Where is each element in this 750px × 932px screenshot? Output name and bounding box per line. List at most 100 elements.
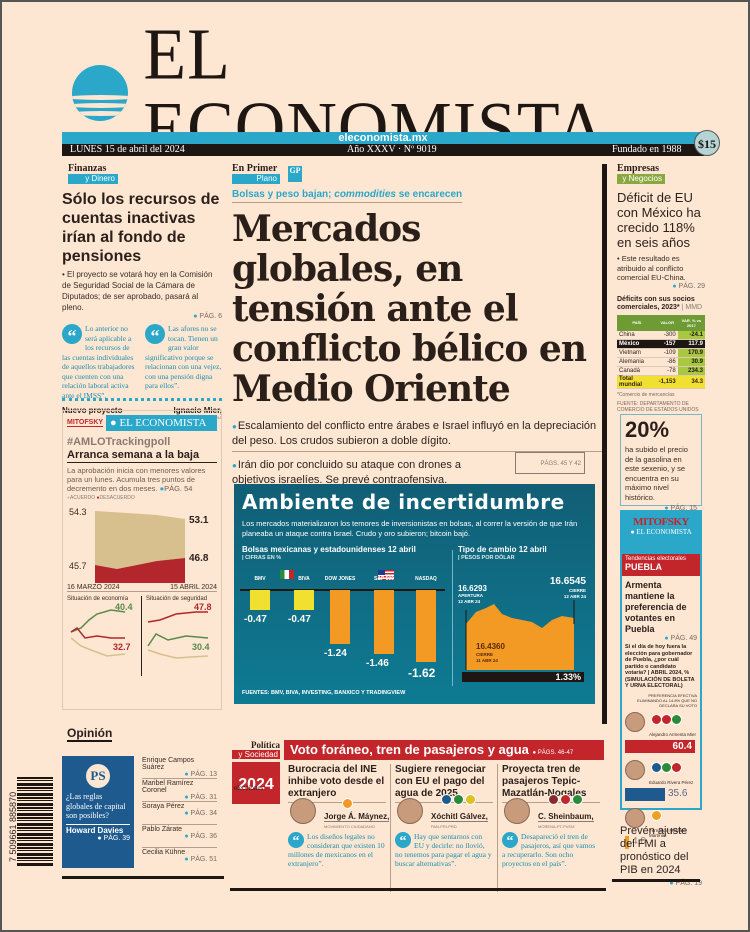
story-headline[interactable]: Déficit de EU con México ha crecido 118%… bbox=[617, 190, 701, 250]
page-ref: PÁG. 6 bbox=[62, 313, 222, 320]
finanzas-story: Finanzas y Dinero Sólo los recursos de c… bbox=[62, 164, 222, 420]
featured-opinion[interactable]: PS ¿Las reglas globales de capital son p… bbox=[62, 756, 134, 868]
fx-title: Tipo de cambio 12 abril bbox=[458, 545, 547, 554]
story-headline[interactable]: Prevén ajuste del FMI a pronóstico del P… bbox=[620, 825, 689, 876]
bar-sp500 bbox=[374, 590, 394, 654]
table-row: Canadá -78 234.3 bbox=[617, 366, 705, 376]
stock-bar-chart: BMV BIVA DOW JONES S&P 500 NASDAQ -0.47 … bbox=[240, 570, 450, 684]
bar-nasdaq bbox=[416, 590, 436, 662]
fx-area-chart: 16.6293 APERTURA 12 ABR 24 16.6545 CIERR… bbox=[458, 576, 586, 682]
table-row: México -157 117.9 bbox=[617, 339, 705, 349]
poll-desc: La aprobación inicia con menores valores… bbox=[67, 466, 206, 493]
fx-subtitle: | PESOS POR DÓLAR bbox=[458, 555, 515, 561]
poll-question: Si el día de hoy fuera la elección para … bbox=[625, 644, 695, 689]
poll-title[interactable]: Arranca semana a la baja bbox=[67, 449, 217, 463]
candidate-name: Xóchitl Gálvez, bbox=[431, 812, 488, 822]
svg-text:46.8: 46.8 bbox=[189, 553, 209, 564]
candidate-name: Jorge Á. Máynez, bbox=[324, 812, 390, 822]
party-logo-icon bbox=[560, 794, 571, 805]
story-kicker: Bolsas y peso bajan; commodities se enca… bbox=[232, 189, 463, 203]
issue-date: LUNES 15 de abril del 2024 bbox=[70, 144, 185, 155]
puebla-poll: MITOFSKY ● EL ECONOMISTA Tendencias elec… bbox=[620, 510, 702, 849]
mitofsky-logo: MITOFSKY bbox=[633, 516, 689, 528]
economy-line-chart: Situación de economía 40.4 32.7 bbox=[67, 596, 142, 676]
infographic-desc: Los mercados materializaron los temores … bbox=[242, 519, 578, 538]
page-ref-box: PÁGS. 45 Y 42 bbox=[515, 452, 585, 474]
column-rule bbox=[602, 164, 607, 724]
usa-flag-icon bbox=[378, 570, 394, 580]
elections-2024-badge: elecciones 2024 bbox=[232, 762, 280, 804]
candidate-name: C. Sheinbaum, bbox=[538, 812, 594, 822]
story-deck: • Este resultado es atribuido al conflic… bbox=[617, 254, 686, 282]
approval-area-chart: 54.3 45.7 53.1 46.8 bbox=[67, 503, 217, 583]
table-note: *Comercio de mercancías bbox=[617, 392, 675, 398]
bullet: Irán dio por concluido su ataque con dro… bbox=[232, 458, 502, 490]
candidate-value: 4.0 bbox=[632, 835, 646, 847]
story-headline[interactable]: Burocracia del INE inhibe voto desde el … bbox=[288, 764, 386, 803]
svg-text:40.4: 40.4 bbox=[115, 602, 133, 612]
candidate-value: 35.6 bbox=[668, 787, 688, 799]
table-source: FUENTE: DEPARTAMENTO DE COMERCIO DE ESTA… bbox=[617, 401, 699, 413]
avatar bbox=[625, 711, 645, 732]
poll-headline[interactable]: Armenta mantiene la preferencia de votan… bbox=[625, 580, 687, 634]
fx-open-value: 16.6293 bbox=[458, 584, 487, 593]
svg-text:30.4: 30.4 bbox=[192, 642, 210, 652]
stat-box: 20% ha subido el precio de la gasolina e… bbox=[620, 414, 702, 512]
poll-note: PREFERENCIA EFECTIVA ELIMINANDO AL 14.8%… bbox=[637, 692, 697, 708]
candidate-row: Alejandro Armenta Mier 60.4 bbox=[625, 711, 697, 756]
empresas-story: Empresas y Negocios Déficit de EU con Mé… bbox=[617, 164, 705, 413]
page-ref: PÁG. 29 bbox=[617, 283, 705, 290]
divider bbox=[62, 398, 222, 404]
politics-story: Burocracia del INE inhibe voto desde el … bbox=[284, 764, 391, 892]
columnist-item[interactable]: Soraya PérezPÁG. 34 bbox=[142, 802, 217, 825]
party-logo-icon bbox=[342, 798, 353, 809]
avatar bbox=[625, 759, 645, 780]
lead-headline[interactable]: Mercados globales, en tensión ante el co… bbox=[232, 208, 587, 410]
puebla-banner: Tendencias electorales PUEBLA bbox=[622, 554, 700, 576]
deficit-table: PAÍS VALOR VAR. % vs 2017 China -300 -24.1 M… bbox=[617, 314, 705, 389]
columnist-list: Enrique Campos SuárezPÁG. 13 Maribel Ram… bbox=[142, 756, 217, 871]
chart-legend: ●ACUERDO ●DESACUERDO bbox=[67, 495, 135, 501]
svg-text:53.1: 53.1 bbox=[189, 515, 209, 526]
columnist-item[interactable]: Pablo ZáratePÁG. 36 bbox=[142, 825, 217, 848]
politics-story: Sugiere renegociar con EU el pago del ag… bbox=[391, 764, 498, 892]
fmi-story: Prevén ajuste del FMI a pronóstico del P… bbox=[620, 825, 702, 890]
mexico-flag-icon bbox=[280, 570, 294, 579]
stat-text: ha subido el precio de la gasolina en es… bbox=[625, 445, 688, 502]
columnist-item[interactable]: Enrique Campos SuárezPÁG. 13 bbox=[142, 756, 217, 779]
sources: FUENTES: BMV, BIVA, INVESTING, BANXICO Y… bbox=[242, 690, 406, 696]
el-economista-badge: ● EL ECONOMISTA bbox=[630, 528, 692, 536]
columnist-item[interactable]: Maribel Ramírez CoronelPÁG. 31 bbox=[142, 779, 217, 802]
story-headline[interactable]: Sólo los recursos de cuentas inactivas i… bbox=[62, 191, 220, 265]
divider bbox=[452, 550, 453, 686]
party-logo-icon bbox=[651, 809, 662, 821]
bullet: Escalamiento del conflicto entre árabes … bbox=[232, 419, 602, 452]
svg-text:47.8: 47.8 bbox=[194, 602, 212, 612]
bar-biva bbox=[294, 590, 314, 610]
party-logo-icon bbox=[453, 794, 464, 805]
stat-value: 20% bbox=[625, 417, 670, 442]
quote-block: “Desapareció el tren de pasajeros, así q… bbox=[502, 832, 596, 868]
story-deck: • El proyecto se votará hoy en la Comisi… bbox=[62, 270, 213, 312]
website-link[interactable]: eleconomista.mx bbox=[62, 132, 704, 144]
bars-subtitle: | CIFRAS EN % bbox=[242, 555, 282, 561]
svg-text:54.3: 54.3 bbox=[69, 507, 87, 517]
candidate-row: Fernando Morales Martínez 4.0 bbox=[625, 807, 697, 852]
politics-banner[interactable]: Voto foráneo, tren de pasajeros y agua ●… bbox=[284, 740, 604, 760]
page-ref: PÁG. 49 bbox=[622, 635, 697, 642]
bar-dow-jones bbox=[330, 590, 350, 644]
page-ref: PÁG. 15 bbox=[625, 505, 697, 512]
columnist-item[interactable]: Cecilia KühnePÁG. 51 bbox=[142, 848, 217, 871]
price-badge: $15 bbox=[694, 130, 720, 156]
edition-bar: LUNES 15 de abril del 2024 Año XXXV · Nº… bbox=[62, 144, 704, 156]
table-row: Vietnam -109 170.9 bbox=[617, 348, 705, 358]
quote-icon: “ bbox=[62, 324, 82, 346]
svg-text:45.7: 45.7 bbox=[69, 561, 87, 571]
avatar bbox=[625, 807, 645, 828]
party-logo-icon bbox=[548, 794, 559, 805]
candidate-row: Eduardo Rivera Pérez 35.6 bbox=[625, 759, 697, 804]
avatar bbox=[397, 798, 423, 824]
opinion-section: Opinión PS ¿Las reglas globales de capit… bbox=[62, 724, 217, 868]
party-logo-icon bbox=[572, 794, 583, 805]
